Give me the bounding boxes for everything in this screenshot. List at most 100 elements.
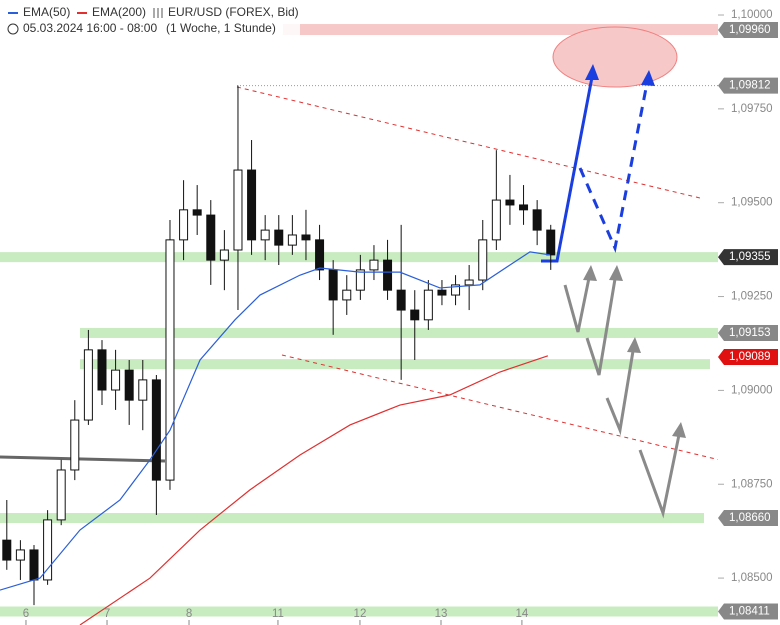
- candle-body: [111, 369, 121, 391]
- price-tag-label: 1,08411: [729, 606, 770, 618]
- arrow-head: [585, 64, 599, 80]
- candle-body: [83, 349, 93, 421]
- candle-icon: [153, 8, 163, 18]
- price-tag-label: 1,09089: [729, 351, 771, 363]
- y-tick-label: 1,09750: [731, 103, 773, 115]
- candle-body: [56, 469, 66, 521]
- candle-body: [342, 289, 352, 301]
- candle-body: [233, 169, 243, 251]
- candle-body: [491, 199, 501, 241]
- clock-icon: [7, 23, 19, 35]
- candle-body: [301, 234, 311, 241]
- candle-body: [179, 209, 189, 241]
- candle-body: [43, 519, 53, 581]
- support-line: [0, 455, 166, 463]
- candle-body: [423, 289, 433, 321]
- arrow-heads: [583, 265, 686, 438]
- candle-body: [138, 379, 148, 401]
- candle-body: [328, 269, 338, 301]
- price-tag-label: 1,09812: [729, 80, 771, 92]
- candle-body: [260, 229, 270, 241]
- x-tick-label: 12: [354, 608, 367, 620]
- price-tag-label: 1,09960: [729, 24, 771, 36]
- scenario-arrows: [563, 272, 682, 519]
- interval: (1 Woche, 1 Stunde): [166, 21, 276, 35]
- price-axis: [718, 0, 780, 625]
- y-tick-label: 1,09000: [731, 384, 773, 396]
- candle-body: [478, 239, 488, 281]
- candle-body: [151, 379, 161, 481]
- candle-body: [410, 309, 420, 321]
- arrow: [578, 77, 650, 254]
- support-zone: [0, 513, 704, 524]
- x-tick-label: 7: [104, 608, 110, 620]
- support-zone: [80, 327, 718, 338]
- x-tick-label: 6: [23, 608, 29, 620]
- support-zone: [0, 252, 718, 263]
- price-tag: [718, 22, 778, 39]
- x-tick-label: 11: [272, 608, 284, 620]
- x-tick-label: 13: [435, 608, 448, 620]
- candle-body: [219, 249, 229, 261]
- candle-body: [70, 419, 80, 471]
- ema-line: [0, 251, 551, 591]
- target-zone: [552, 26, 678, 88]
- price-tag-label: 1,09153: [729, 327, 771, 339]
- y-tick-label: 1,09500: [731, 197, 773, 209]
- candle-body: [532, 209, 542, 231]
- arrow-head: [641, 70, 655, 86]
- candle-body: [165, 239, 175, 481]
- candle-body: [15, 549, 25, 561]
- instrument: EUR/USD (FOREX, Bid): [168, 5, 299, 19]
- price-tag: [718, 77, 778, 94]
- candle-body: [437, 289, 447, 296]
- candle-body: [97, 349, 107, 391]
- candle-body: [315, 239, 325, 271]
- axis: 1,10000 1,09750 1,09500 1,09250 1,09000 1,087…: [23, 9, 778, 625]
- legend-label: EMA(50): [23, 5, 70, 19]
- candle-body: [519, 204, 529, 211]
- candle-body: [124, 369, 134, 401]
- x-tick-label: 8: [186, 608, 192, 620]
- arrow: [541, 71, 595, 263]
- candle-body: [192, 209, 202, 216]
- support-zone: [80, 359, 710, 370]
- y-tick-label: 1,09250: [731, 291, 773, 303]
- header: EMA(50) EMA(200) EUR/USD (FOREX, Bid) 05…: [0, 3, 300, 37]
- y-tick-label: 1,08500: [731, 572, 773, 584]
- resistance-band: [283, 24, 718, 36]
- candle-body: [2, 539, 12, 561]
- candle-body: [287, 234, 297, 246]
- candle-body: [206, 214, 216, 261]
- drawings: [0, 26, 746, 519]
- support-zone: [0, 606, 718, 617]
- ema-line: [79, 355, 549, 625]
- candle-body: [451, 284, 461, 296]
- price-tag-label: 1,09355: [729, 251, 771, 263]
- price-tag: [718, 324, 778, 341]
- period: 05.03.2024 16:00 - 08:00: [23, 21, 157, 35]
- x-tick-label: 14: [516, 608, 529, 620]
- candle-body: [247, 169, 257, 241]
- y-tick-label: 1,08750: [731, 478, 773, 490]
- candle-body: [546, 229, 556, 256]
- candle-body: [505, 199, 515, 206]
- price-tag: [718, 603, 778, 620]
- price-tag: [718, 249, 778, 266]
- candle-body: [355, 269, 365, 291]
- price-tag: [718, 348, 778, 365]
- header-bg: [0, 3, 300, 37]
- price-tag-label: 1,08660: [729, 512, 771, 524]
- candle-body: [464, 279, 474, 286]
- trend-line: [236, 86, 701, 199]
- candle-body: [383, 259, 393, 291]
- candle-body: [29, 549, 39, 581]
- candle-body: [274, 229, 284, 246]
- price-tag: [718, 510, 778, 527]
- candle-body: [396, 289, 406, 311]
- legend-label: EMA(200): [92, 5, 146, 19]
- y-tick-label: 1,10000: [731, 9, 773, 21]
- candle-body: [369, 259, 379, 271]
- plot: [0, 85, 556, 625]
